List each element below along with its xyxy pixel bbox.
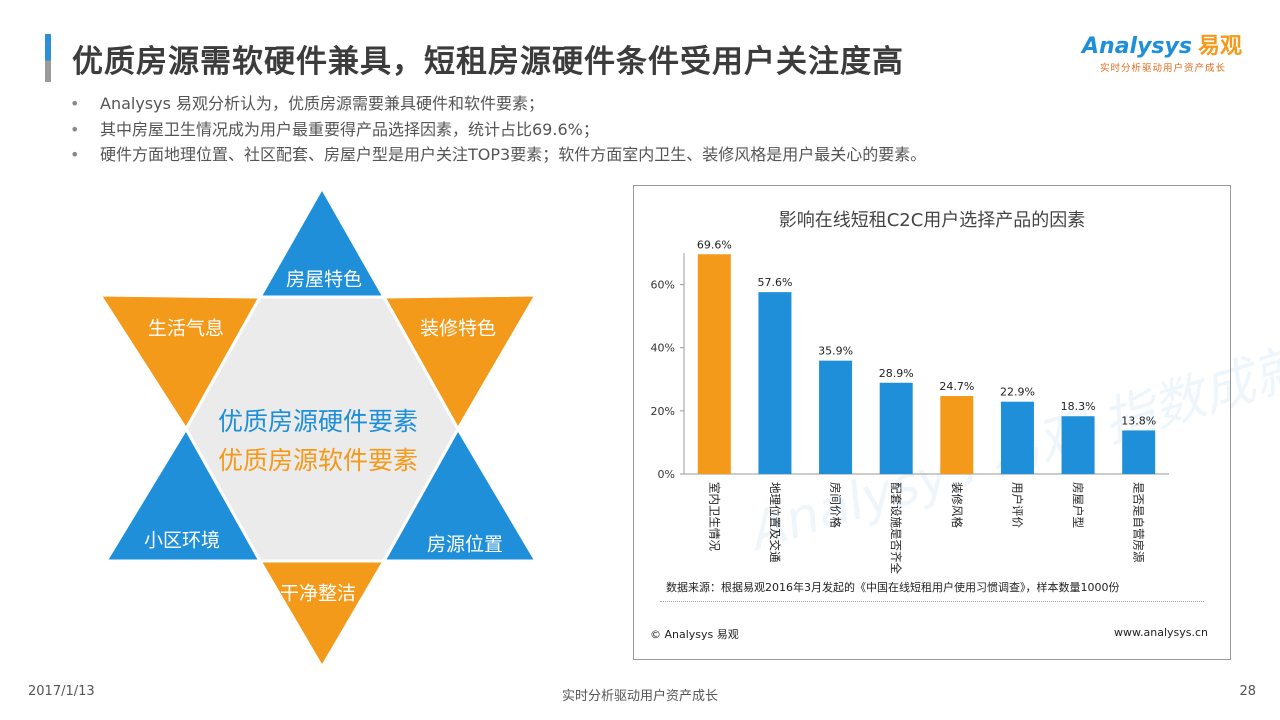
y-tick-label: 60% [651,279,675,292]
y-tick-label: 20% [651,405,675,418]
logo-text-en: Analysys [1082,34,1192,59]
label-clean-tidy: 干净整洁 [279,582,357,605]
data-label: 35.9% [818,345,853,358]
label-decoration-feature: 装修特色 [419,317,497,340]
summary-bullets: Analysys 易观分析认为，优质房源需要兼具硬件和软件要素； 其中房屋卫生情… [70,91,926,168]
bar [697,254,731,474]
x-tick-label: 配套设施是否齐全 [889,482,903,574]
label-hardware-factors: 优质房源硬件要素 [217,407,419,436]
x-tick-label: 房间价格 [829,482,843,528]
bar [1122,430,1156,474]
star-shape [97,184,539,670]
label-life-atmosphere: 生活气息 [147,317,225,340]
label-community-environment: 小区环境 [143,529,221,552]
bar [758,292,792,474]
x-tick-label: 房屋户型 [1071,482,1085,528]
logo-wordmark: Analysys 易观 [1082,28,1242,60]
x-tick-label: 是否是自营房源 [1132,482,1146,563]
bullet-item: Analysys 易观分析认为，优质房源需要兼具硬件和软件要素； [70,91,926,117]
data-label: 57.6% [757,276,792,289]
label-house-location: 房源位置 [426,533,504,556]
page-title: 优质房源需软硬件兼具，短租房源硬件条件受用户关注度高 [72,44,904,80]
factor-star-diagram: 房屋特色 生活气息 装修特色 小区环境 房源位置 干净整洁 优质房源硬件要素 优… [97,184,539,670]
footer-tagline: 实时分析驱动用户资产成长 [561,689,719,704]
bullet-item: 其中房屋卫生情况成为用户最重要得产品选择因素，统计占比69.6%； [70,117,926,143]
data-label: 28.9% [879,367,914,380]
bar-chart: 0% 20% 40% 60% 69.6% 室内卫生情况 57.6% 地理位置及交通 35.9% 房… [651,238,1169,574]
bar [819,360,853,474]
bullet-item: 硬件方面地理位置、社区配套、房屋户型是用户关注TOP3要素；软件方面室内卫生、装… [70,142,926,168]
website-link[interactable]: www.analysys.cn [1114,626,1208,639]
factor-chart-panel: Analysys 易观 指数成就用户价值 影响在线短租C2C用户选择产品的因素 … [633,185,1280,660]
triangle-lower-right [381,425,539,563]
triangle-upper-left [97,293,263,432]
data-label: 24.7% [939,380,974,393]
x-tick-label: 地理位置及交通 [768,482,782,563]
title-accent-bar [45,34,51,82]
bar [1000,401,1034,474]
y-tick-label: 0% [658,468,675,481]
analysys-logo: Analysys 易观 实时分析驱动用户资产成长 [1082,28,1252,78]
data-label: 22.9% [1000,386,1035,399]
triangle-lower-left [103,426,263,563]
data-label: 18.3% [1061,400,1096,413]
triangle-top [257,184,387,299]
label-house-feature: 房屋特色 [285,268,363,291]
y-tick-label: 40% [651,342,675,355]
triangle-upper-right [381,293,539,433]
copyright-text: © Analysys 易观 [650,628,739,641]
x-tick-label: 室内卫生情况 [707,482,721,551]
footer-date: 2017/1/13 [28,684,95,699]
x-tick-label: 装修风格 [950,482,964,528]
logo-text-cn: 易观 [1197,34,1242,59]
x-tick-label: 用户评价 [1010,482,1024,528]
label-software-factors: 优质房源软件要素 [217,446,419,475]
triangle-bottom [257,559,387,670]
bar [1061,416,1095,474]
bar [879,382,913,474]
logo-tagline: 实时分析驱动用户资产成长 [1100,63,1227,74]
data-label: 13.8% [1121,414,1156,427]
chart-title: 影响在线短租C2C用户选择产品的因素 [778,210,1086,231]
data-source-note: 数据来源：根据易观2016年3月发起的《中国在线短租用户使用习惯调查》，样本数量… [666,581,1120,594]
divider [660,601,1204,602]
data-label: 69.6% [697,238,732,251]
page-number: 28 [1239,684,1256,699]
bar [940,396,974,474]
